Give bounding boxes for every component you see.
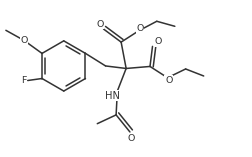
Text: O: O [154,37,161,46]
Text: O: O [127,134,134,143]
Text: HN: HN [105,91,120,101]
Text: O: O [136,24,143,33]
Text: F: F [21,76,26,85]
Text: O: O [20,36,27,45]
Text: O: O [96,19,103,29]
Text: O: O [165,76,172,85]
